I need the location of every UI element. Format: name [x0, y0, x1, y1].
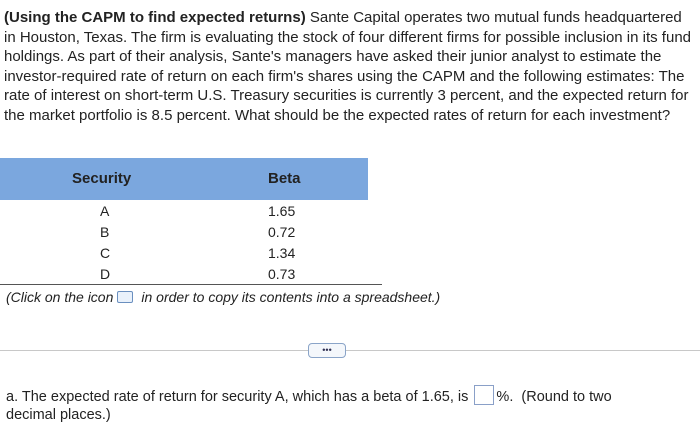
- table-cell: D: [100, 266, 111, 282]
- note-text: (Click on the icon: [6, 289, 114, 305]
- question-unit: %.: [496, 389, 514, 405]
- divider: [0, 350, 700, 351]
- table-cell: 0.73: [268, 266, 296, 282]
- expand-button[interactable]: •••: [308, 343, 346, 358]
- problem-text: Sante Capital operates two mutual funds …: [4, 9, 692, 124]
- note-text: in order to copy its contents into a spr…: [141, 289, 441, 305]
- column-header: Beta: [268, 170, 301, 187]
- table-cell: C: [100, 245, 111, 261]
- table-cell: 1.34: [268, 245, 296, 261]
- answer-input[interactable]: [474, 385, 495, 405]
- problem-statement: (Using the CAPM to find expected returns…: [4, 8, 696, 125]
- table-cell: B: [100, 224, 110, 240]
- copy-note: (Click on the icon in order to copy its c…: [6, 289, 440, 305]
- question-hint: (Round to two decimal places.): [6, 389, 612, 423]
- column-header: Security: [72, 170, 132, 187]
- table-cell: A: [100, 203, 110, 219]
- table-cell: 1.65: [268, 203, 296, 219]
- table-cell: 0.72: [268, 224, 296, 240]
- question-text: a. The expected rate of return for secur…: [6, 389, 469, 405]
- copy-icon[interactable]: [117, 291, 134, 303]
- table-header: [0, 158, 368, 200]
- problem-title: (Using the CAPM to find expected returns…: [4, 9, 306, 26]
- table-rule: [0, 284, 382, 285]
- question: a. The expected rate of return for secur…: [6, 385, 656, 424]
